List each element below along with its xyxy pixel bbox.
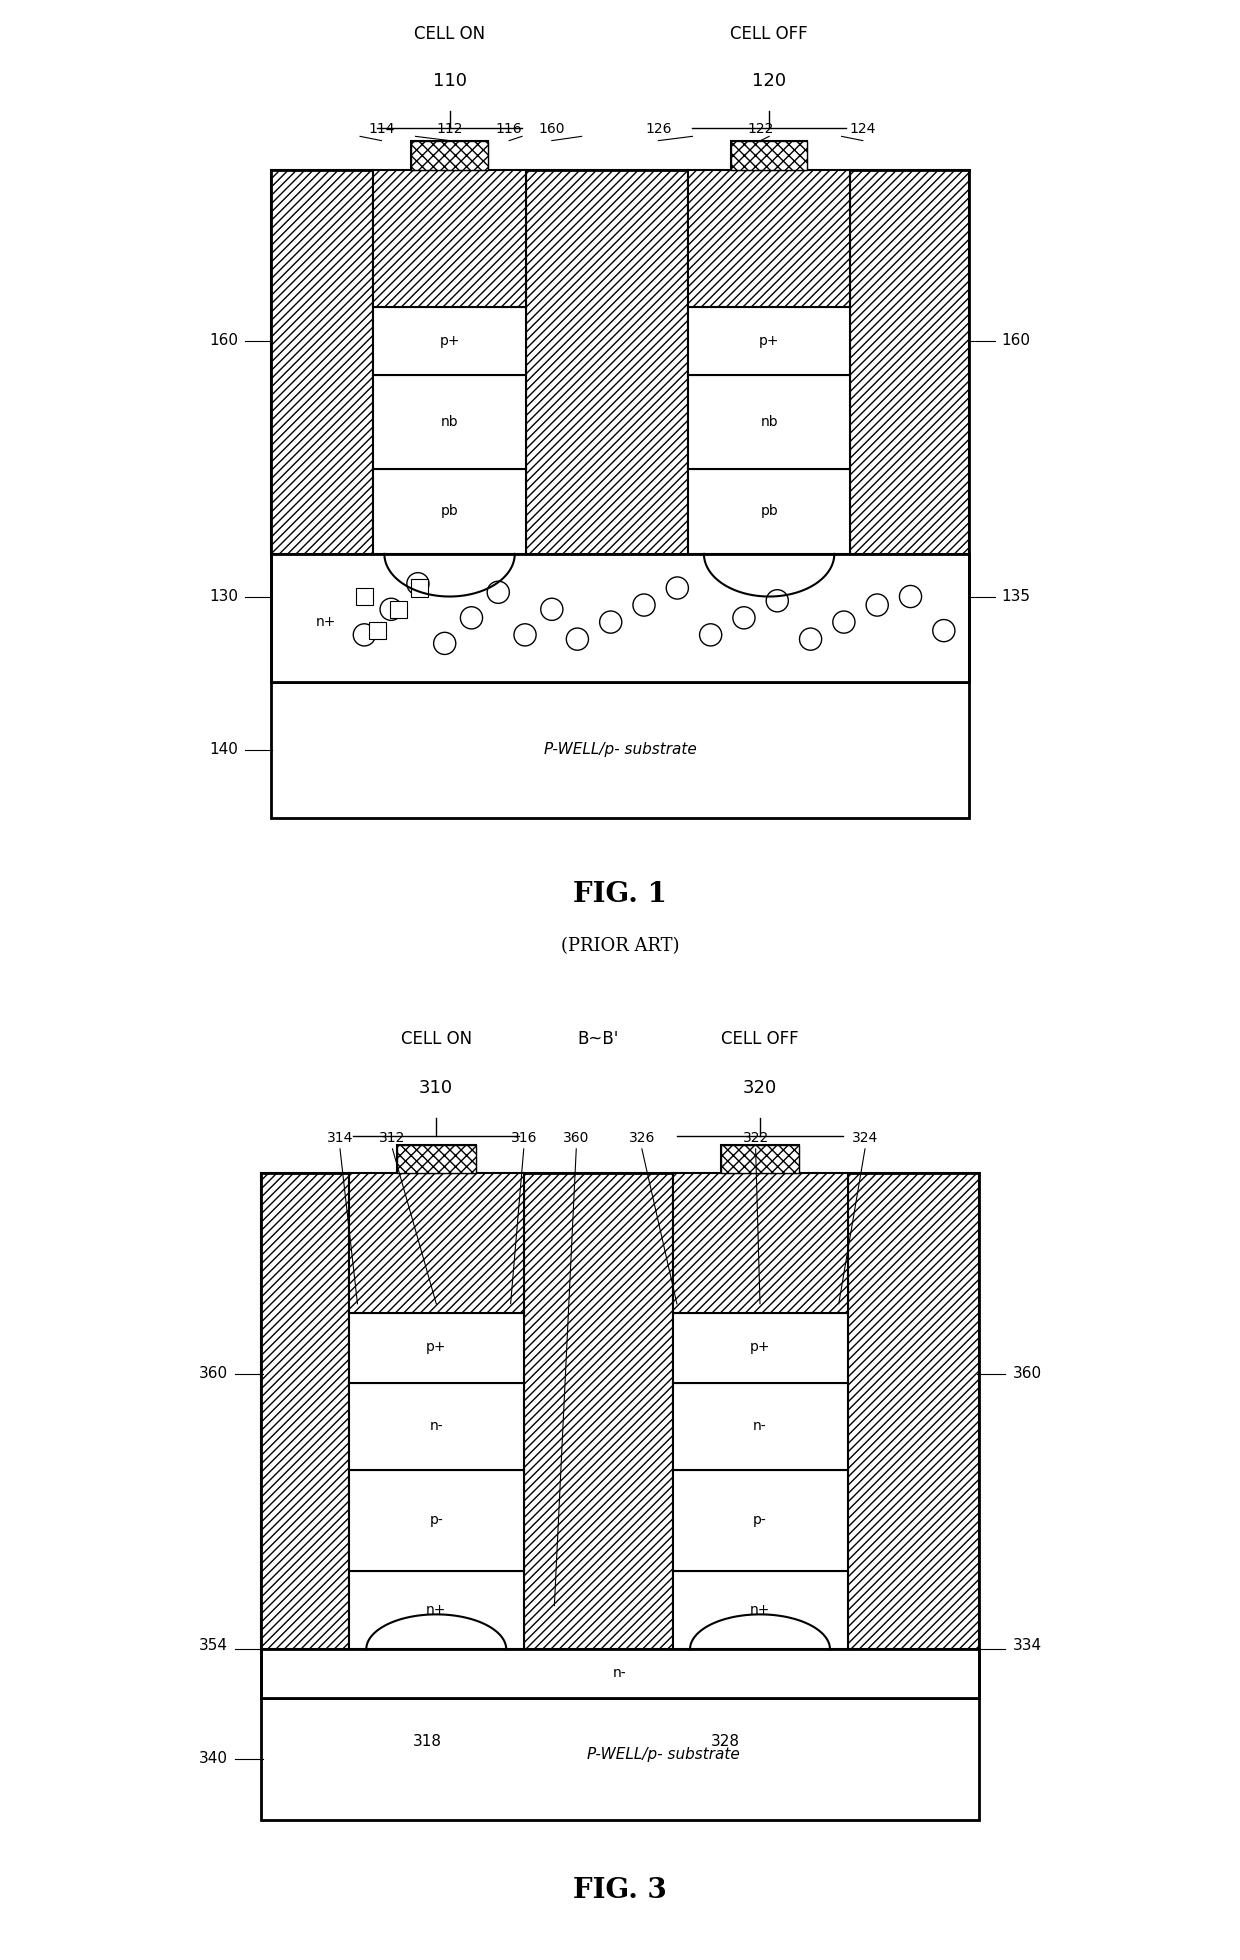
Bar <box>262 1172 348 1650</box>
Text: 328: 328 <box>711 1735 739 1748</box>
Bar <box>730 141 807 171</box>
Bar <box>688 308 851 374</box>
Text: 110: 110 <box>433 73 466 90</box>
Bar <box>270 555 970 682</box>
Bar <box>412 141 487 171</box>
Text: n+: n+ <box>316 615 336 629</box>
Text: nb: nb <box>440 416 459 429</box>
Text: P-WELL/p- substrate: P-WELL/p- substrate <box>588 1746 740 1762</box>
Bar <box>348 1570 523 1650</box>
Bar <box>356 588 373 606</box>
Text: p+: p+ <box>750 1341 770 1354</box>
Text: CELL ON: CELL ON <box>414 25 485 43</box>
Bar <box>368 621 386 639</box>
Bar <box>397 1145 476 1172</box>
Text: 126: 126 <box>645 122 672 137</box>
Bar <box>348 1382 523 1470</box>
Bar <box>389 602 407 617</box>
Text: CELL OFF: CELL OFF <box>722 1031 799 1049</box>
Text: 312: 312 <box>379 1131 405 1145</box>
Bar <box>373 171 526 308</box>
Bar <box>847 1172 978 1650</box>
Text: p-: p- <box>753 1513 766 1527</box>
Bar <box>720 1145 800 1172</box>
Text: p+: p+ <box>439 333 460 347</box>
Text: pb: pb <box>440 504 459 517</box>
Bar <box>688 374 851 468</box>
Text: 320: 320 <box>743 1078 777 1098</box>
Text: 130: 130 <box>210 590 238 604</box>
Text: n-: n- <box>753 1419 766 1433</box>
Text: 160: 160 <box>210 333 238 349</box>
Bar <box>270 682 970 817</box>
Text: FIG. 3: FIG. 3 <box>573 1876 667 1903</box>
Text: 334: 334 <box>1012 1637 1042 1652</box>
Text: 326: 326 <box>629 1131 655 1145</box>
Text: 135: 135 <box>1002 590 1030 604</box>
Text: p+: p+ <box>427 1341 446 1354</box>
Bar <box>688 468 851 555</box>
Text: 318: 318 <box>413 1735 441 1748</box>
Bar <box>688 171 851 308</box>
Text: 360: 360 <box>198 1366 228 1382</box>
Bar <box>373 374 526 468</box>
Bar <box>348 1172 523 1313</box>
Text: 116: 116 <box>496 122 522 137</box>
Text: 160: 160 <box>1002 333 1030 349</box>
Text: CELL OFF: CELL OFF <box>730 25 808 43</box>
Text: 360: 360 <box>563 1131 589 1145</box>
Text: FIG. 1: FIG. 1 <box>573 882 667 907</box>
Text: 310: 310 <box>419 1078 454 1098</box>
Text: (PRIOR ART): (PRIOR ART) <box>560 937 680 955</box>
Text: n-: n- <box>614 1666 626 1680</box>
Bar <box>672 1313 847 1382</box>
Bar <box>672 1172 847 1313</box>
Text: 360: 360 <box>1012 1366 1042 1382</box>
Bar <box>348 1470 523 1570</box>
Bar <box>348 1313 523 1382</box>
Text: B~B': B~B' <box>578 1031 619 1049</box>
Text: 322: 322 <box>743 1131 769 1145</box>
Bar <box>720 1145 800 1172</box>
Bar <box>672 1382 847 1470</box>
Text: p+: p+ <box>759 333 780 347</box>
Text: 354: 354 <box>198 1637 228 1652</box>
Bar <box>262 1697 978 1821</box>
Text: 324: 324 <box>852 1131 878 1145</box>
Bar <box>672 1570 847 1650</box>
Bar <box>262 1650 978 1697</box>
Text: pb: pb <box>760 504 777 517</box>
Bar <box>851 171 970 555</box>
Bar <box>672 1470 847 1570</box>
Text: P-WELL/p- substrate: P-WELL/p- substrate <box>543 743 697 757</box>
Text: 122: 122 <box>748 122 774 137</box>
Text: 160: 160 <box>538 122 565 137</box>
Bar <box>526 171 688 555</box>
Text: nb: nb <box>760 416 777 429</box>
Text: 140: 140 <box>210 743 238 757</box>
Text: 316: 316 <box>511 1131 537 1145</box>
Bar <box>373 308 526 374</box>
Text: 112: 112 <box>436 122 463 137</box>
Bar <box>412 580 428 596</box>
Text: 124: 124 <box>849 122 875 137</box>
Text: p-: p- <box>429 1513 443 1527</box>
Bar <box>270 171 373 555</box>
Text: n-: n- <box>429 1419 443 1433</box>
Text: 120: 120 <box>753 73 786 90</box>
Text: CELL ON: CELL ON <box>401 1031 471 1049</box>
Text: 340: 340 <box>198 1750 228 1766</box>
Text: 114: 114 <box>368 122 394 137</box>
Bar <box>730 141 807 171</box>
Bar <box>373 468 526 555</box>
Bar <box>523 1172 672 1650</box>
Bar <box>412 141 487 171</box>
Text: 314: 314 <box>327 1131 353 1145</box>
Text: n+: n+ <box>427 1603 446 1617</box>
Bar <box>397 1145 476 1172</box>
Text: n+: n+ <box>750 1603 770 1617</box>
